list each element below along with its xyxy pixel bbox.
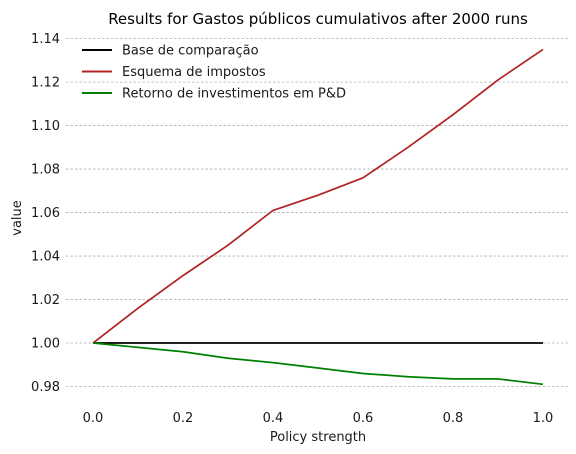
y-axis: 0.98 1.00 1.02 1.04 1.06 1.08 1.10 1.12 1.14: [31, 32, 60, 395]
x-tick-label: 0.4: [263, 411, 284, 426]
y-tick-label: 1.12: [31, 76, 60, 91]
x-tick-label: 0.0: [83, 411, 104, 426]
y-axis-label: value: [10, 200, 25, 236]
y-tick-label: 1.08: [31, 163, 60, 178]
y-tick-label: 1.06: [31, 206, 60, 221]
legend-label: Esquema de impostos: [122, 65, 266, 80]
y-tick-label: 1.00: [31, 337, 60, 352]
chart-title: Results for Gastos públicos cumulativos …: [108, 10, 528, 28]
x-tick-label: 0.6: [353, 411, 374, 426]
y-tick-label: 1.14: [31, 32, 60, 47]
x-axis-label: Policy strength: [270, 430, 366, 445]
x-axis: 0.0 0.2 0.4 0.6 0.8 1.0: [83, 411, 554, 426]
y-tick-label: 1.04: [31, 250, 60, 265]
legend: Base de comparação Esquema de impostos Ret…: [82, 44, 346, 102]
series-line: [92, 48, 544, 344]
series-lines: [92, 48, 544, 386]
x-tick-label: 0.2: [173, 411, 194, 426]
y-tick-label: 1.10: [31, 119, 60, 134]
x-tick-label: 1.0: [533, 411, 554, 426]
y-tick-label: 1.02: [31, 293, 60, 308]
legend-label: Retorno de investimentos em P&D: [122, 87, 346, 102]
x-tick-label: 0.8: [443, 411, 464, 426]
legend-label: Base de comparação: [122, 44, 259, 59]
y-tick-label: 0.98: [31, 380, 60, 395]
series-line: [92, 342, 544, 386]
